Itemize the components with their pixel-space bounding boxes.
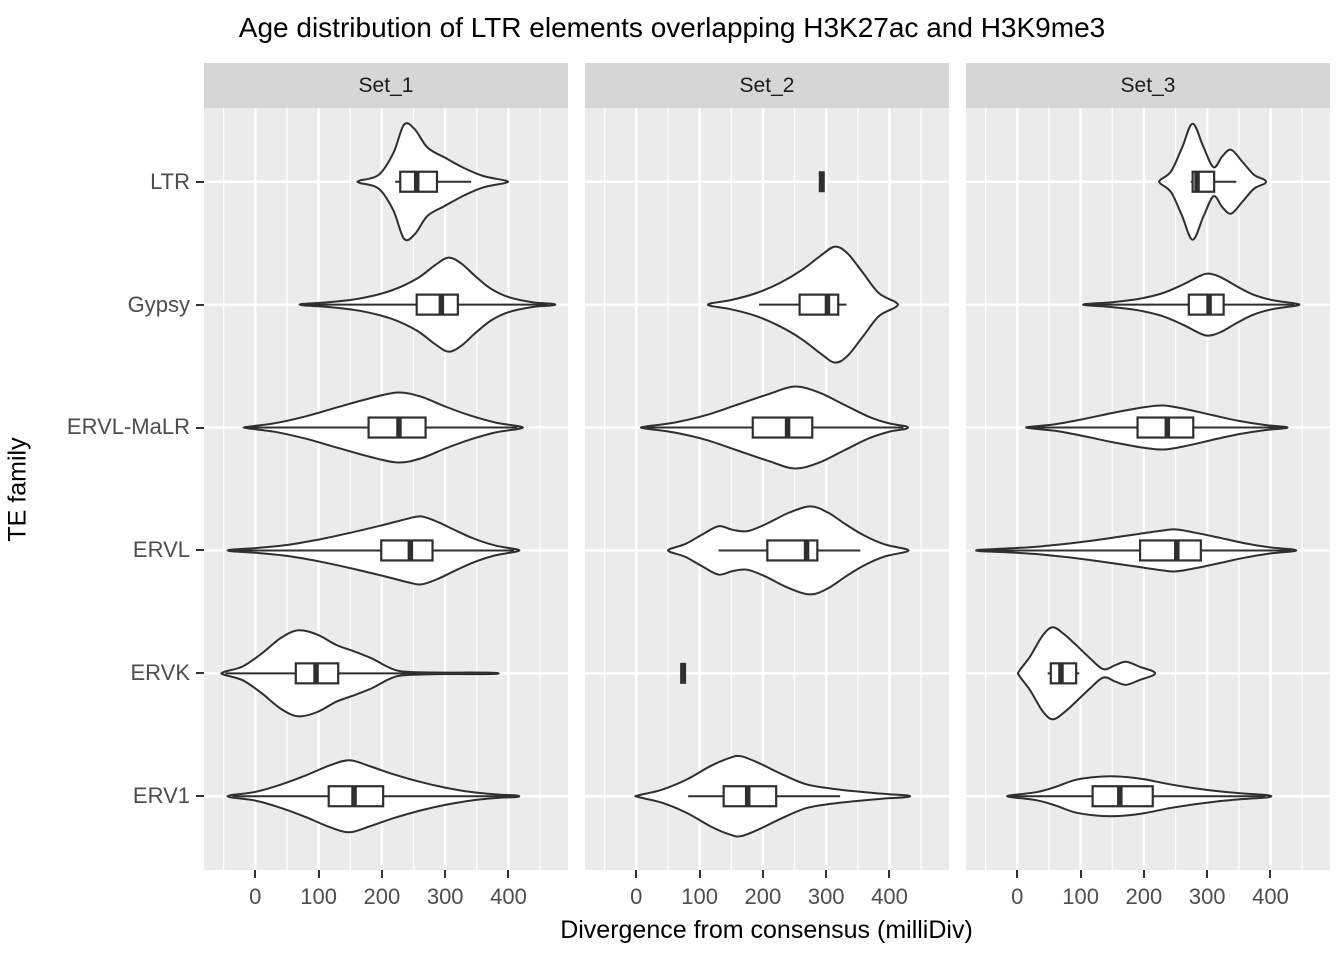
x-tick-mark <box>254 870 257 878</box>
x-tick-label: 200 <box>363 884 401 909</box>
x-tick-label: 100 <box>681 884 718 909</box>
y-axis-label-gypsy: Gypsy <box>127 292 190 317</box>
median-set-2-erv1 <box>744 786 751 806</box>
x-tick-label: 0 <box>1011 884 1024 909</box>
plot-title: Age distribution of LTR elements overlap… <box>238 12 1106 43</box>
x-tick-mark <box>761 870 764 878</box>
y-axis-label-ltr: LTR <box>150 169 190 194</box>
median-set-2-ervl-malr <box>784 418 791 438</box>
x-tick-mark <box>1016 870 1019 878</box>
median-set-2-ervl <box>803 540 810 560</box>
median-set-1-erv1 <box>351 786 357 806</box>
box-set-1-ervl <box>380 539 434 562</box>
median-set-1-ervl-malr <box>396 418 402 438</box>
box-set-2-gypsy <box>798 293 840 316</box>
x-tick-mark <box>888 870 891 878</box>
x-tick-mark <box>1142 870 1145 878</box>
x-tick-mark <box>698 870 701 878</box>
facet-strip-set-2: Set_2 <box>585 63 949 108</box>
median-set-1-ltr <box>413 172 420 192</box>
median-set-2-gypsy <box>824 295 831 315</box>
x-tick-label: 300 <box>426 884 464 909</box>
y-axis-label-ervl-malr: ERVL-MaLR <box>66 414 190 439</box>
x-tick-mark <box>507 870 510 878</box>
x-tick-mark <box>380 870 383 878</box>
y-tick-mark <box>196 303 204 306</box>
y-axis-label-erv1: ERV1 <box>132 783 190 808</box>
x-tick-mark <box>317 870 320 878</box>
tick-mark-set-2-ervk <box>680 662 687 684</box>
box-set-2-ervl <box>766 539 819 562</box>
box-set-3-ervl <box>1138 539 1202 562</box>
x-tick-mark <box>635 870 638 878</box>
y-tick-mark <box>196 180 204 183</box>
median-set-3-ervl-malr <box>1164 418 1171 438</box>
median-set-3-gypsy <box>1206 295 1212 315</box>
x-tick-label: 400 <box>1252 884 1289 909</box>
x-tick-label: 200 <box>1125 884 1163 909</box>
median-set-3-ervl <box>1174 540 1180 560</box>
x-tick-label: 0 <box>630 884 643 909</box>
x-axis-title: Divergence from consensus (milliDiv) <box>560 916 973 944</box>
x-tick-label: 300 <box>807 884 845 909</box>
x-tick-label: 200 <box>744 884 782 909</box>
y-axis-label-ervk: ERVK <box>130 660 190 685</box>
panel-set-2 <box>585 108 949 870</box>
x-tick-label: 300 <box>1188 884 1226 909</box>
facet-strip-set-3: Set_3 <box>966 63 1330 108</box>
facet-strip-set-1: Set_1 <box>204 63 568 108</box>
panel-set-1 <box>204 108 568 870</box>
y-tick-mark <box>196 672 204 675</box>
median-set-3-ltr <box>1194 172 1200 192</box>
x-tick-mark <box>1079 870 1082 878</box>
x-tick-mark <box>1269 870 1272 878</box>
x-tick-label: 100 <box>1062 884 1099 909</box>
tick-mark-set-2-ltr <box>818 171 825 193</box>
x-tick-mark <box>1206 870 1209 878</box>
median-set-1-ervl <box>407 540 414 560</box>
box-set-1-gypsy <box>415 293 459 316</box>
x-tick-label: 400 <box>490 884 527 909</box>
x-tick-mark <box>444 870 447 878</box>
median-set-3-erv1 <box>1117 786 1123 806</box>
y-axis-title: TE family <box>3 437 32 542</box>
y-tick-mark <box>196 795 204 798</box>
median-set-3-ervk <box>1058 663 1064 683</box>
median-set-1-gypsy <box>438 295 445 315</box>
x-tick-label: 0 <box>249 884 262 909</box>
x-tick-label: 400 <box>871 884 908 909</box>
median-set-1-ervk <box>313 663 319 683</box>
y-tick-mark <box>196 549 204 552</box>
x-tick-label: 100 <box>300 884 337 909</box>
y-axis-label-ervl: ERVL <box>132 537 190 562</box>
x-tick-mark <box>825 870 828 878</box>
y-tick-mark <box>196 426 204 429</box>
violin-set-3-ervk <box>1016 626 1157 721</box>
box-set-2-ervl-malr <box>751 416 814 439</box>
box-set-3-erv1 <box>1091 785 1154 808</box>
box-set-3-gypsy <box>1187 293 1225 316</box>
panel-set-3 <box>966 108 1330 870</box>
